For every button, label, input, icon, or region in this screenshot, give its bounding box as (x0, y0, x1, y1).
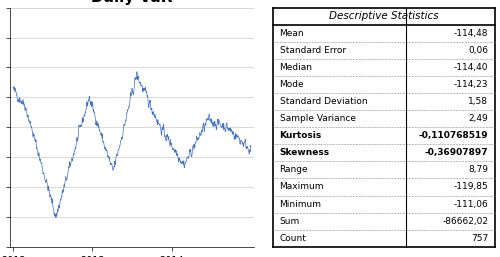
Text: Sum: Sum (280, 217, 300, 226)
Text: -119,85: -119,85 (454, 182, 488, 191)
Text: -114,40: -114,40 (454, 63, 488, 72)
Text: 757: 757 (471, 234, 488, 243)
Text: Sample Variance: Sample Variance (280, 114, 355, 123)
Text: -114,23: -114,23 (454, 80, 488, 89)
Text: Standard Deviation: Standard Deviation (280, 97, 367, 106)
Text: Range: Range (280, 166, 308, 175)
Text: 8,79: 8,79 (468, 166, 488, 175)
Title: Daily VaR: Daily VaR (92, 0, 173, 5)
Text: -0,36907897: -0,36907897 (424, 148, 488, 157)
Text: Skewness: Skewness (280, 148, 330, 157)
Text: Mode: Mode (280, 80, 304, 89)
Text: Count: Count (280, 234, 306, 243)
Text: -111,06: -111,06 (454, 199, 488, 208)
Text: 2,49: 2,49 (468, 114, 488, 123)
Text: Mean: Mean (280, 29, 304, 38)
Text: Standard Error: Standard Error (280, 46, 345, 55)
Text: Minimum: Minimum (280, 199, 322, 208)
Text: Kurtosis: Kurtosis (280, 131, 322, 140)
Text: 1,58: 1,58 (468, 97, 488, 106)
Text: -114,48: -114,48 (454, 29, 488, 38)
Text: -0,110768519: -0,110768519 (418, 131, 488, 140)
Text: 0,06: 0,06 (468, 46, 488, 55)
Text: -86662,02: -86662,02 (442, 217, 488, 226)
Text: Descriptive Statistics: Descriptive Statistics (329, 11, 439, 21)
Text: Maximum: Maximum (280, 182, 324, 191)
Text: Median: Median (280, 63, 312, 72)
